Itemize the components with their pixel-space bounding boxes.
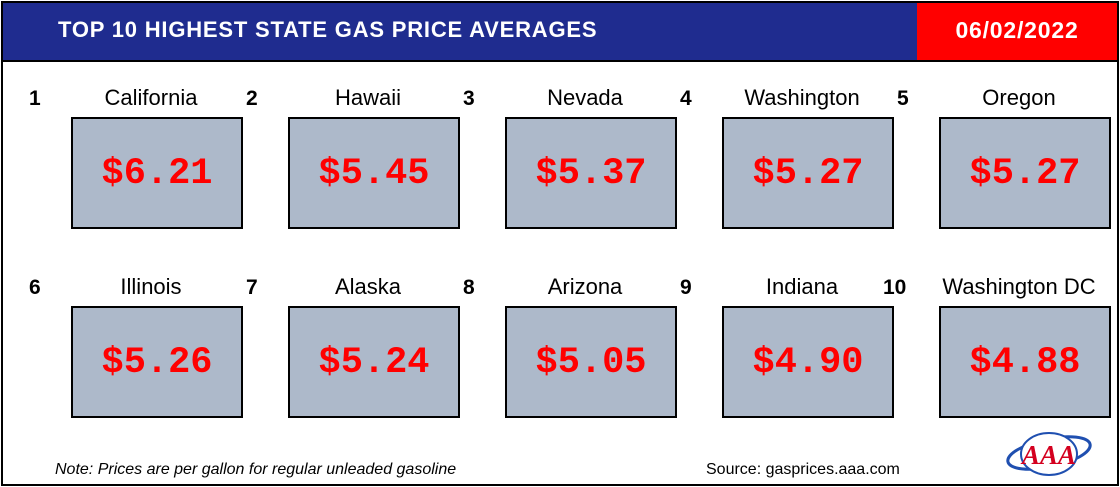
state-name: Hawaii bbox=[334, 85, 402, 110]
price-box: $5.37 bbox=[505, 117, 677, 229]
price-value: $5.37 bbox=[535, 153, 647, 195]
price-value: $4.88 bbox=[969, 342, 1081, 384]
rank-number: 1 bbox=[29, 87, 41, 110]
state-name: California bbox=[104, 85, 198, 110]
price-card-1: 1 California $6.21 bbox=[29, 85, 251, 229]
rank-number: 3 bbox=[463, 87, 475, 110]
price-box: $5.45 bbox=[288, 117, 460, 229]
price-value: $5.24 bbox=[318, 342, 430, 384]
price-box: $5.26 bbox=[71, 306, 243, 418]
price-value: $4.90 bbox=[752, 342, 864, 384]
state-name: Nevada bbox=[547, 85, 623, 110]
state-name: Alaska bbox=[334, 274, 402, 299]
price-value: $5.05 bbox=[535, 342, 647, 384]
state-name: Illinois bbox=[120, 274, 182, 299]
rank-number: 2 bbox=[246, 87, 258, 110]
price-value: $5.26 bbox=[101, 342, 213, 384]
rank-number: 7 bbox=[246, 276, 258, 299]
price-card-5: 5 Oregon $5.27 bbox=[897, 85, 1119, 229]
price-box: $5.27 bbox=[939, 117, 1111, 229]
source-credit: Source: gasprices.aaa.com bbox=[706, 461, 900, 478]
price-box: $5.27 bbox=[722, 117, 894, 229]
rank-number: 10 bbox=[883, 276, 907, 299]
price-value: $5.27 bbox=[752, 153, 864, 195]
date-badge: 06/02/2022 bbox=[917, 3, 1117, 60]
state-name: Washington DC bbox=[942, 274, 1096, 299]
state-name: Arizona bbox=[547, 274, 623, 299]
price-card-7: 7 Alaska $5.24 bbox=[246, 274, 468, 418]
state-name: Oregon bbox=[982, 85, 1056, 110]
price-card-2: 2 Hawaii $5.45 bbox=[246, 85, 468, 229]
state-name: Indiana bbox=[765, 274, 839, 299]
rank-number: 8 bbox=[463, 276, 475, 299]
rank-number: 6 bbox=[29, 276, 41, 299]
price-card-6: 6 Illinois $5.26 bbox=[29, 274, 251, 418]
price-card-4: 4 Washington $5.27 bbox=[680, 85, 902, 229]
price-value: $5.27 bbox=[969, 153, 1081, 195]
date-label: 06/02/2022 bbox=[955, 17, 1079, 43]
price-value: $6.21 bbox=[101, 153, 213, 195]
price-box: $5.05 bbox=[505, 306, 677, 418]
header-bar: TOP 10 HIGHEST STATE GAS PRICE AVERAGES … bbox=[3, 3, 1117, 62]
price-card-9: 9 Indiana $4.90 bbox=[680, 274, 902, 418]
rank-number: 4 bbox=[680, 87, 692, 110]
rank-number: 9 bbox=[680, 276, 692, 299]
footnote: Note: Prices are per gallon for regular … bbox=[55, 461, 457, 478]
price-box: $4.88 bbox=[939, 306, 1111, 418]
rank-number: 5 bbox=[897, 87, 909, 110]
price-card-10: 10 Washington DC $4.88 bbox=[883, 274, 1119, 418]
price-value: $5.45 bbox=[318, 153, 430, 195]
price-card-3: 3 Nevada $5.37 bbox=[463, 85, 685, 229]
state-name: Washington bbox=[744, 85, 860, 110]
page-title: TOP 10 HIGHEST STATE GAS PRICE AVERAGES bbox=[58, 17, 598, 42]
aaa-logo-icon: AAA bbox=[1006, 432, 1092, 476]
price-card-8: 8 Arizona $5.05 bbox=[463, 274, 685, 418]
price-box: $5.24 bbox=[288, 306, 460, 418]
logo-text: AAA bbox=[1020, 440, 1076, 470]
price-box: $6.21 bbox=[71, 117, 243, 229]
price-box: $4.90 bbox=[722, 306, 894, 418]
